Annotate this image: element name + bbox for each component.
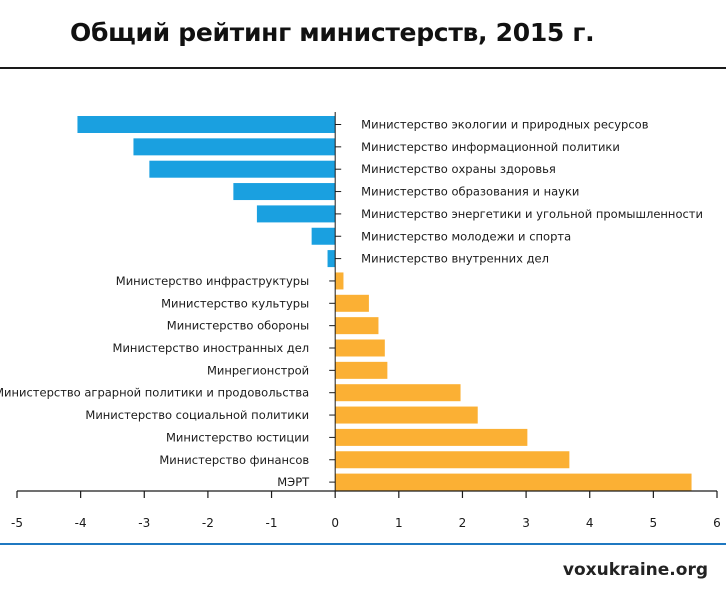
- source-label: voxukraine.org: [562, 560, 708, 580]
- bar: [335, 384, 461, 402]
- bar: [335, 473, 692, 491]
- category-label: Министерство охраны здоровья: [361, 162, 556, 176]
- bar: [233, 183, 336, 201]
- x-tick-label: -2: [202, 516, 214, 530]
- x-tick-label: -5: [11, 516, 23, 530]
- category-labels-group: Министерство экологии и природных ресурс…: [0, 118, 703, 490]
- bar: [311, 227, 336, 245]
- x-tick-label: 5: [650, 516, 658, 530]
- top-rule: [0, 67, 726, 69]
- category-label: Министерство информационной политики: [361, 140, 620, 154]
- bar: [335, 406, 478, 424]
- bar: [77, 116, 336, 133]
- chart-title: Общий рейтинг министерств, 2015 г.: [70, 18, 595, 47]
- category-label: Министерство аграрной политики и продово…: [0, 386, 309, 400]
- category-label: Министерство культуры: [161, 296, 309, 310]
- x-tick-label: 4: [586, 516, 594, 530]
- bars-group: [77, 116, 692, 491]
- category-label: Министерство обороны: [167, 319, 309, 333]
- category-label: Министерство социальной политики: [85, 408, 309, 422]
- category-label: Министерство молодежи и спорта: [361, 229, 571, 243]
- bottom-rule: [0, 543, 726, 545]
- category-label: Министерство финансов: [159, 453, 309, 467]
- x-tick-label: 2: [459, 516, 467, 530]
- bar: [149, 160, 336, 178]
- category-label: Министерство иностранных дел: [113, 341, 310, 355]
- x-tick-label: 3: [522, 516, 530, 530]
- bar: [335, 317, 379, 335]
- category-label: Министерство энергетики и угольной промы…: [361, 207, 703, 221]
- x-axis: -5 -4 -3 -2 -1 0 1 2 3 4 5 6: [11, 112, 721, 530]
- x-tick-label: 0: [331, 516, 339, 530]
- category-label: Министерство образования и науки: [361, 185, 579, 199]
- bar: [335, 428, 528, 446]
- bar: [335, 294, 369, 312]
- bar: [133, 138, 336, 156]
- category-label: МЭРТ: [277, 475, 310, 489]
- category-label: Министерство инфраструктуры: [116, 274, 309, 288]
- x-tick-label: -4: [75, 516, 87, 530]
- category-label: Министерство экологии и природных ресурс…: [361, 118, 649, 132]
- bar: [335, 361, 388, 379]
- bar: [256, 205, 336, 223]
- category-label: Минрегионстрой: [207, 363, 309, 377]
- bar: [335, 451, 570, 469]
- bar: [335, 272, 344, 290]
- category-label: Министерство юстиции: [166, 430, 309, 444]
- category-label: Министерство внутренних дел: [361, 252, 549, 266]
- x-tick-label: -1: [266, 516, 278, 530]
- x-tick-label: 6: [713, 516, 721, 530]
- bar: [327, 250, 336, 268]
- x-tick-label: 1: [395, 516, 403, 530]
- x-tick-label: -3: [138, 516, 150, 530]
- bar: [335, 339, 385, 357]
